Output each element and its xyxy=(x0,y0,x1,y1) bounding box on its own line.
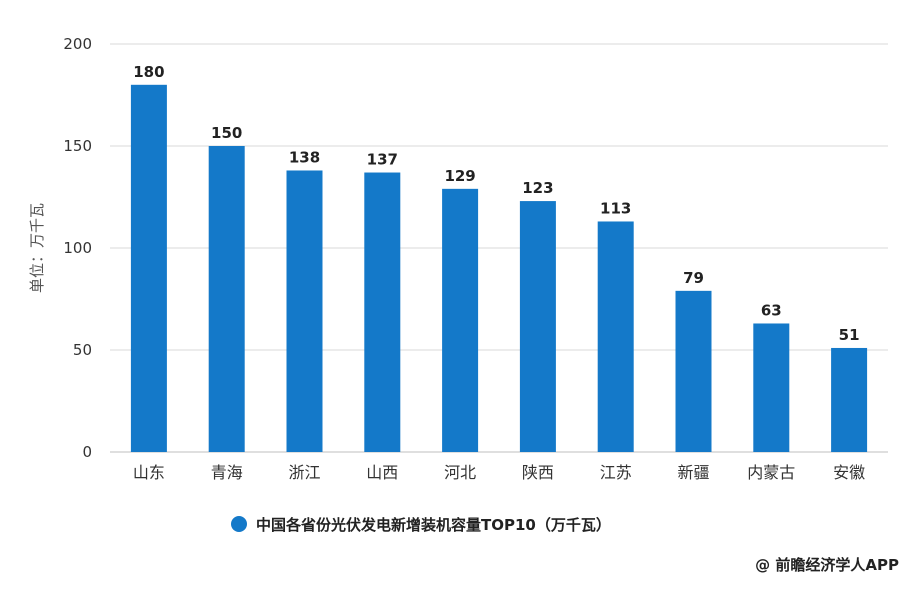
data-label: 123 xyxy=(522,179,553,197)
bar xyxy=(597,221,634,452)
x-tick-labels: 山东 青海 浙江 山西 河北 陕西 江苏 新疆 内蒙古 安徽 xyxy=(133,463,865,482)
x-tick-label: 浙江 xyxy=(288,463,320,482)
data-label: 63 xyxy=(761,301,782,319)
bar xyxy=(130,84,167,453)
x-tick-label: 陕西 xyxy=(522,463,554,482)
y-tick-label: 0 xyxy=(82,443,92,461)
bar xyxy=(286,170,323,453)
x-tick-label: 安徽 xyxy=(833,463,865,482)
bar xyxy=(442,188,479,452)
legend-label: 中国各省份光伏发电新增装机容量TOP10（万千瓦） xyxy=(256,516,611,534)
y-tick-label: 150 xyxy=(63,137,92,155)
data-label: 79 xyxy=(683,269,704,287)
data-label: 138 xyxy=(289,148,320,166)
data-label: 150 xyxy=(211,124,242,142)
bar xyxy=(753,323,790,452)
y-tick-label: 200 xyxy=(63,35,92,53)
x-tick-label: 河北 xyxy=(444,463,476,482)
data-label: 180 xyxy=(133,63,164,81)
bar xyxy=(519,201,556,452)
y-tick-label: 100 xyxy=(63,239,92,257)
legend: 中国各省份光伏发电新增装机容量TOP10（万千瓦） xyxy=(231,516,611,534)
y-tick-labels: 0 50 100 150 200 xyxy=(63,35,92,461)
data-label: 129 xyxy=(444,167,475,185)
data-label: 113 xyxy=(600,199,631,217)
source-note: @ 前瞻经济学人APP xyxy=(755,556,899,574)
bar xyxy=(364,172,401,452)
x-tick-label: 山西 xyxy=(366,463,398,482)
y-axis-title: 单位：万千瓦 xyxy=(28,203,46,293)
x-tick-label: 江苏 xyxy=(600,463,632,482)
x-tick-label: 山东 xyxy=(133,463,165,482)
data-label: 137 xyxy=(367,151,398,169)
bar xyxy=(208,146,245,452)
x-tick-label: 内蒙古 xyxy=(747,463,795,482)
x-tick-label: 青海 xyxy=(211,463,243,482)
x-tick-label: 新疆 xyxy=(677,463,709,482)
y-tick-label: 50 xyxy=(73,341,92,359)
data-label: 51 xyxy=(839,326,860,344)
legend-swatch xyxy=(231,516,247,532)
bar xyxy=(675,290,712,452)
bar xyxy=(831,347,868,452)
bars xyxy=(130,84,868,453)
data-labels: 180 150 138 137 129 123 113 79 63 51 xyxy=(133,63,859,344)
